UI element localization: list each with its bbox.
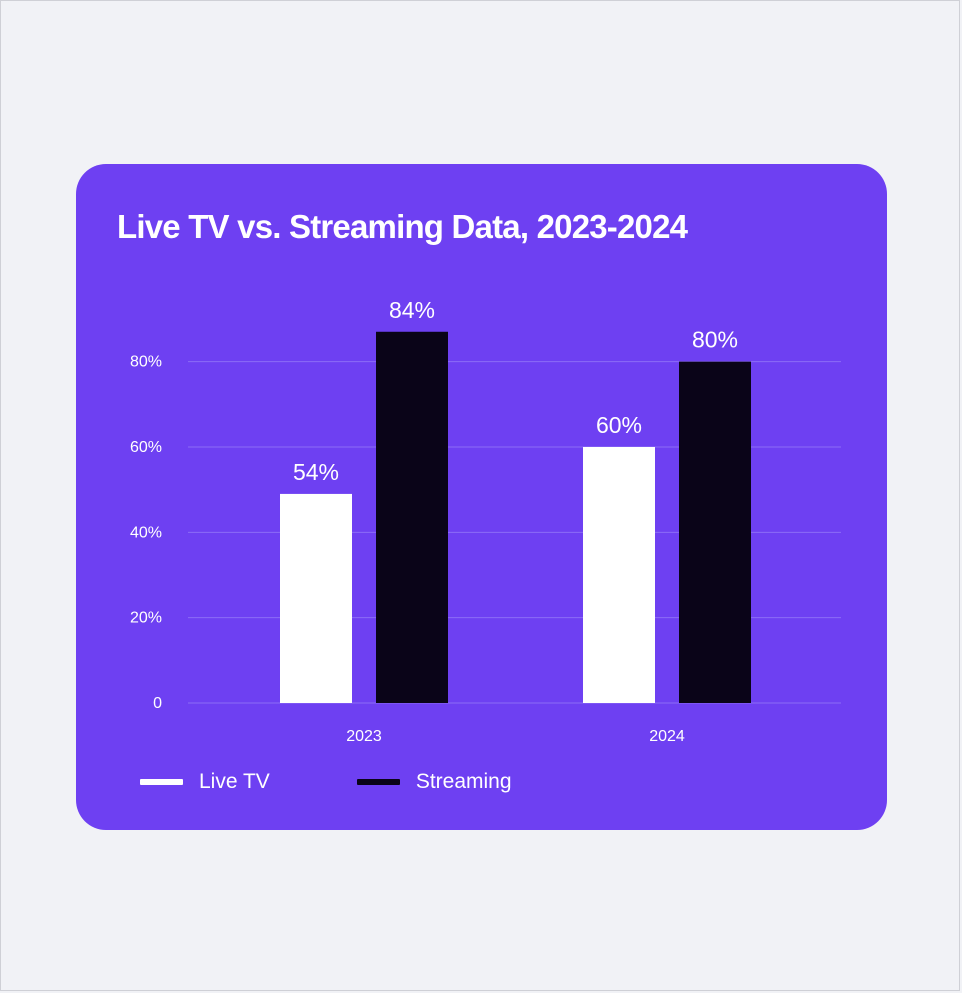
y-tick-label: 40% [130, 524, 162, 541]
data-label: 54% [293, 459, 339, 485]
x-tick-label: 2023 [346, 728, 382, 745]
chart-card: Live TV vs. Streaming Data, 2023-2024 0 2… [76, 164, 887, 830]
legend-label-live-tv: Live TV [199, 770, 270, 793]
x-tick-label: 2024 [649, 728, 685, 745]
bar-chart: 0 20% 40% 60% 80% 54% 84% 2023 60% 80% 2024 [130, 297, 841, 745]
y-tick-label: 80% [130, 354, 162, 371]
y-tick-label: 0 [153, 695, 162, 712]
data-label: 80% [692, 327, 738, 353]
y-tick-label: 60% [130, 439, 162, 456]
chart-title: Live TV vs. Streaming Data, 2023-2024 [117, 208, 688, 245]
bar-streaming-2024 [679, 361, 751, 703]
legend-swatch-live-tv [140, 779, 183, 785]
chart-legend: Live TV Streaming [140, 770, 512, 794]
bar-streaming-2023 [376, 331, 448, 703]
bar-live-tv-2023 [280, 493, 352, 703]
legend-swatch-streaming [356, 779, 400, 785]
bar-live-tv-2024 [583, 446, 655, 703]
legend-label-streaming: Streaming [415, 770, 512, 793]
y-tick-label: 20% [130, 610, 162, 627]
legend-item-live-tv: Live TV [140, 770, 270, 794]
data-label: 60% [596, 412, 642, 438]
legend-item-streaming: Streaming [356, 770, 512, 794]
data-label: 84% [389, 297, 435, 323]
